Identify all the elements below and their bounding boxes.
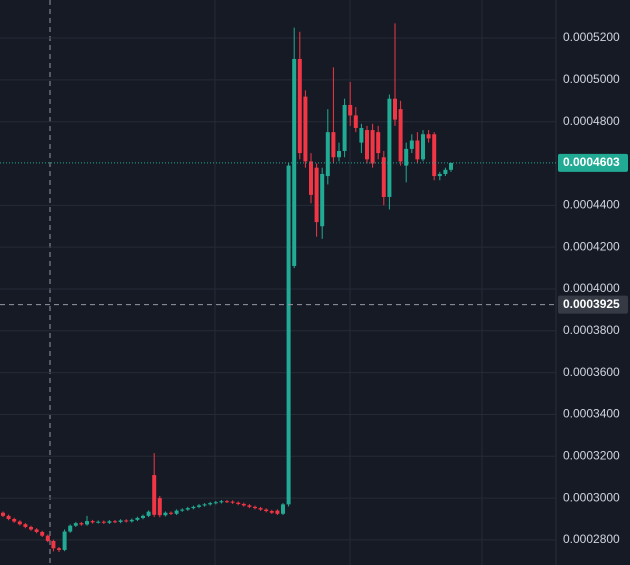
candle-body (141, 515, 145, 518)
candle-body (247, 505, 252, 507)
candle-body (101, 521, 106, 523)
candle-body (152, 475, 157, 515)
candle-body (68, 525, 73, 532)
candle-body (348, 104, 353, 116)
candle-body (404, 148, 409, 166)
candle-body (12, 518, 17, 522)
candle-body (253, 506, 257, 509)
candle-body (337, 150, 341, 158)
candle-body (6, 515, 11, 519)
candle-body (409, 140, 414, 149)
y-tick-label: 0.0003000 (563, 490, 620, 504)
candle-body (342, 104, 347, 151)
candle-body (51, 540, 56, 549)
crosshair-label: 0.0003925 (563, 297, 620, 311)
y-tick-label: 0.0004000 (563, 281, 620, 295)
candle-body (191, 506, 196, 509)
candle-body (96, 521, 101, 523)
candle-body (57, 548, 61, 550)
crosshair-box (558, 295, 628, 314)
candle-body (376, 132, 381, 154)
candle-body (213, 502, 218, 504)
candle-body (135, 517, 140, 520)
y-tick-label: 0.0004400 (563, 198, 620, 212)
candle-body (29, 526, 33, 530)
candle-body (426, 134, 431, 139)
candle-body (365, 130, 369, 160)
candle-body (258, 508, 263, 510)
candle-body (353, 115, 358, 128)
candle-body (129, 519, 134, 522)
candle-body (286, 165, 291, 505)
last-price-label: 0.0004603 (563, 155, 620, 169)
candle-body (208, 503, 213, 505)
candle-body (437, 173, 442, 177)
candle-body (79, 523, 84, 525)
y-tick-label: 0.0005200 (563, 30, 620, 44)
candle-body (359, 127, 364, 143)
candle-body (180, 509, 185, 511)
candle-body (449, 162, 453, 170)
last-price-box (558, 153, 628, 172)
y-tick-label: 0.0003400 (563, 407, 620, 421)
candle-body (269, 511, 274, 513)
candle-body (443, 169, 448, 174)
candle-body (415, 140, 420, 160)
candle-body (157, 498, 162, 516)
y-tick-label: 0.0003800 (563, 323, 620, 337)
candle-body (169, 512, 173, 514)
candle-body (303, 96, 308, 162)
candle-body (309, 161, 313, 195)
candle-body (34, 529, 39, 532)
y-tick-label: 0.0005000 (563, 72, 620, 86)
candle-body (264, 509, 269, 512)
candle-body (90, 521, 95, 523)
candle-body (370, 130, 375, 164)
candle-body (1, 512, 5, 516)
candle-body (320, 173, 325, 227)
candle-body (381, 157, 386, 197)
candle-body (387, 98, 392, 197)
y-tick-label: 0.0004200 (563, 239, 620, 253)
candle-body (45, 535, 50, 541)
candle-body (393, 98, 397, 120)
candle-body (40, 531, 45, 536)
candle-body (197, 505, 201, 507)
candle-body (107, 521, 112, 523)
candle-body (281, 504, 285, 514)
y-tick-label: 0.0005400 (563, 0, 620, 2)
candle-body (275, 510, 280, 514)
candle-body (432, 134, 437, 177)
candle-body (398, 109, 403, 162)
y-tick-label: 0.0003200 (563, 448, 620, 462)
candle-body (185, 508, 190, 510)
candle-body (163, 512, 168, 516)
candle-body (146, 511, 151, 516)
candle-body (230, 501, 235, 503)
candle-body (23, 524, 28, 527)
candle-body (421, 134, 425, 160)
candle-body (62, 531, 67, 550)
candle-body (297, 58, 302, 154)
candle-body (73, 523, 78, 526)
candle-body (219, 501, 224, 503)
candle-body (202, 504, 207, 506)
candle-body (118, 520, 123, 522)
candle-body (85, 521, 89, 525)
candle-body (124, 520, 129, 522)
candle-body (236, 502, 241, 504)
candle-body (17, 521, 22, 525)
y-tick-label: 0.0002800 (563, 532, 620, 546)
candle-body (225, 501, 229, 503)
candle-body (325, 132, 330, 177)
y-tick-label: 0.0004800 (563, 114, 620, 128)
candle-body (113, 521, 117, 523)
candle-body (314, 167, 319, 223)
candle-body (241, 503, 246, 506)
candle-body (174, 510, 179, 514)
y-tick-label: 0.0003600 (563, 365, 620, 379)
candle-body (331, 132, 336, 158)
